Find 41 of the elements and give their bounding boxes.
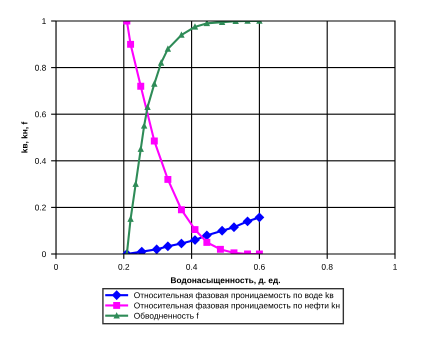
point (203, 238, 210, 246)
point (127, 40, 134, 48)
y-tick-label: 0.6 (35, 111, 46, 118)
point (137, 82, 144, 90)
point (141, 123, 147, 129)
x-tick-label: 0 (54, 264, 58, 270)
point (152, 244, 162, 254)
point (137, 247, 146, 254)
x-tick-label: 1 (393, 264, 397, 270)
y-axis-title: kв, kн, f (21, 122, 29, 153)
point (190, 235, 200, 245)
legend-label: Относительная фазовая проницаемость по нефти kн (134, 302, 340, 310)
point (217, 226, 227, 236)
point (254, 212, 264, 222)
point (164, 176, 172, 183)
y-tick-label: 0.4 (35, 158, 46, 164)
point (242, 216, 252, 226)
point (150, 138, 158, 144)
x-tick-label: 0.8 (322, 264, 333, 270)
point (144, 104, 150, 110)
y-tick-label: 0.2 (35, 204, 46, 210)
point (178, 206, 185, 214)
point (202, 230, 212, 240)
point (176, 238, 186, 248)
point (204, 21, 210, 26)
point (163, 242, 172, 251)
point (138, 146, 144, 152)
point (230, 249, 238, 254)
point (128, 216, 134, 222)
x-tick-label: 0.6 (254, 264, 265, 270)
y-tick-label: 1 (42, 18, 46, 24)
y-tick-label: 0 (42, 251, 46, 258)
y-tick-label: 0.8 (35, 64, 46, 71)
x-axis-title: Водонасыщенность, д. ед. (170, 277, 280, 285)
point (229, 222, 239, 232)
point (192, 226, 198, 234)
legend-label: Относительная фазовая проницаемость по воде kв (134, 292, 334, 300)
legend-label: Обводненность f (134, 312, 199, 320)
x-tick-label: 0.2 (118, 264, 130, 270)
x-tick-label: 0.4 (186, 264, 198, 270)
point (216, 246, 224, 253)
